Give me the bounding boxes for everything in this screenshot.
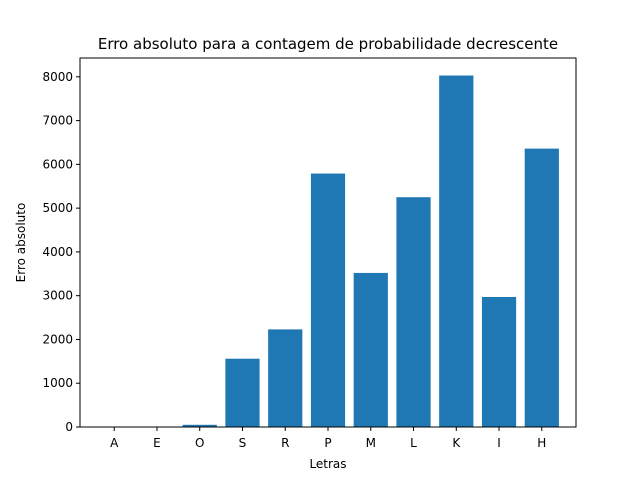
y-tick-label: 1000	[42, 376, 73, 390]
bar-P	[310, 173, 346, 427]
y-tick-label: 7000	[42, 114, 73, 128]
y-tick-label: 6000	[42, 157, 73, 171]
x-tick-label-H: H	[537, 436, 546, 450]
y-tick-label: 4000	[42, 245, 73, 259]
x-tick-label-E: E	[153, 436, 161, 450]
bar-I	[481, 297, 517, 427]
bars-group	[182, 75, 559, 428]
chart-title: Erro absoluto para a contagem de probabi…	[98, 35, 558, 53]
x-axis-label: Letras	[309, 457, 346, 471]
y-tick-label: 8000	[42, 70, 73, 84]
bar-R	[268, 329, 303, 427]
bar-O	[182, 424, 217, 427]
bar-S	[225, 358, 260, 427]
bar-H	[524, 148, 559, 428]
x-tick-label-I: I	[497, 436, 501, 450]
x-tick-label-K: K	[452, 436, 461, 450]
x-tick-label-R: R	[281, 436, 289, 450]
y-axis-ticks: 0 1000 2000 3000 4000 5000 6000 7000 8000	[42, 70, 80, 434]
x-tick-label-M: M	[366, 436, 376, 450]
x-tick-label-O: O	[195, 436, 204, 450]
y-axis-label: Erro absoluto	[14, 203, 28, 283]
y-tick-label: 0	[65, 420, 73, 434]
y-tick-label: 5000	[42, 201, 73, 215]
y-tick-label: 3000	[42, 289, 73, 303]
x-tick-label-L: L	[410, 436, 417, 450]
bar-K	[439, 75, 474, 427]
x-tick-label-P: P	[324, 436, 331, 450]
x-tick-label-S: S	[239, 436, 247, 450]
bar-M	[353, 272, 388, 427]
bar-L	[396, 197, 431, 427]
y-tick-label: 2000	[42, 332, 73, 346]
x-tick-label-A: A	[110, 436, 119, 450]
